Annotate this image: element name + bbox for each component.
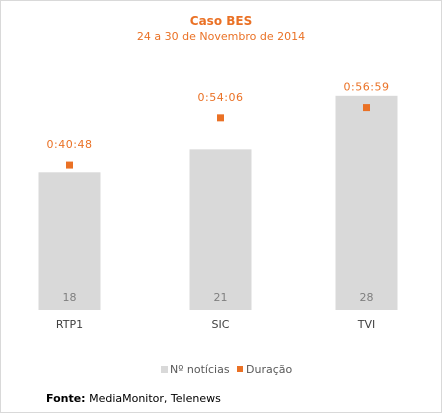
chart-subtitle: 24 a 30 de Novembro de 2014: [137, 30, 305, 43]
category-label-rtp1: RTP1: [56, 318, 83, 331]
chart-title: Caso BES: [190, 14, 252, 28]
duration-label-sic: 0:54:06: [198, 91, 244, 104]
source-text: MediaMonitor, Telenews: [89, 392, 221, 405]
bar-sic: [189, 149, 252, 310]
duration-label-rtp1: 0:40:48: [47, 138, 93, 151]
count-label-rtp1: 18: [63, 291, 77, 304]
source-label: Fonte:: [46, 392, 86, 405]
duration-marker-rtp1: [66, 161, 73, 169]
count-label-tvi: 28: [360, 291, 374, 304]
duration-marker-sic: [217, 114, 224, 122]
legend-label-noticias: Nº notícias: [170, 363, 230, 376]
duration-marker-tvi: [363, 104, 370, 112]
category-label-sic: SIC: [212, 318, 230, 331]
legend-label-duracao: Duração: [246, 363, 292, 376]
bar-rtp1: [38, 172, 101, 310]
source-note: Fonte: MediaMonitor, Telenews: [46, 392, 221, 405]
category-label-tvi: TVI: [357, 318, 376, 331]
legend: Nº notícias Duração: [161, 363, 292, 376]
legend-swatch-noticias: [161, 366, 168, 373]
legend-swatch-duracao: [237, 366, 243, 372]
bar-tvi: [335, 95, 398, 310]
duration-label-tvi: 0:56:59: [344, 81, 390, 94]
count-label-sic: 21: [214, 291, 228, 304]
